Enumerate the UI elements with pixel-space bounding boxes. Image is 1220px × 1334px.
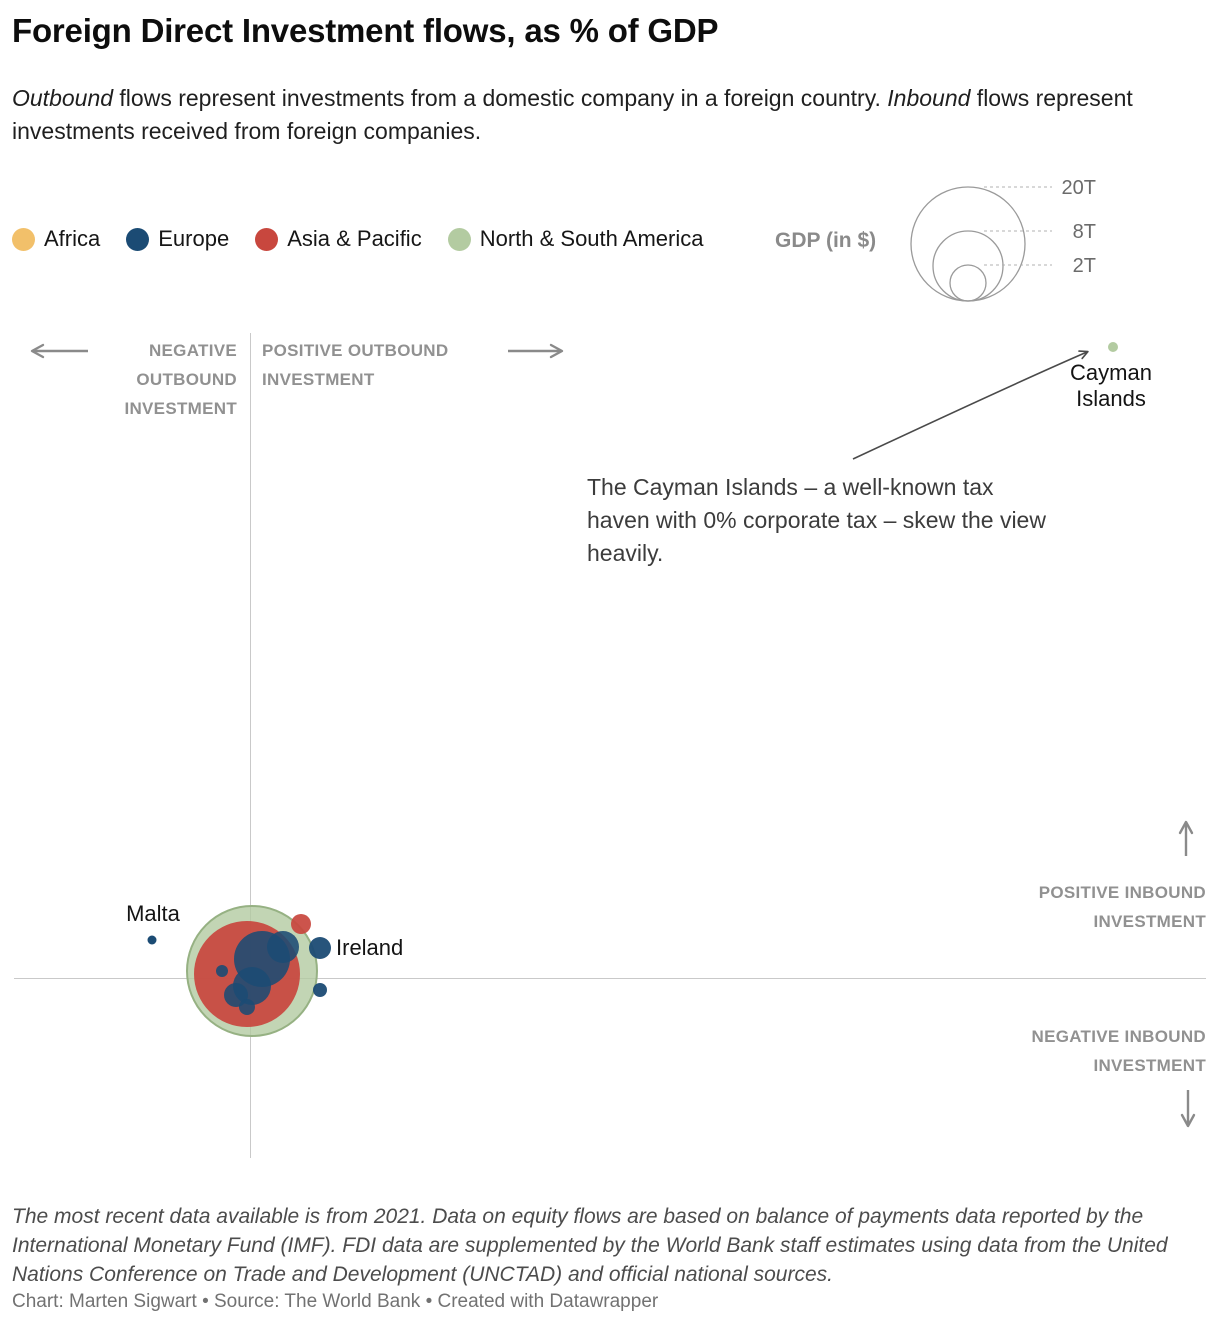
north-south-america-swatch-icon (447, 227, 471, 251)
size-legend-tick-20t: 20T (1062, 180, 1096, 199)
bubble[interactable] (239, 999, 255, 1015)
description-text-1: flows represent investments from a domes… (113, 85, 888, 111)
description-italic-inbound: Inbound (887, 85, 971, 111)
europe-swatch-icon (126, 227, 150, 251)
bubble-layer (147, 342, 1118, 1037)
legend-label-north-south-america: North & South America (479, 226, 704, 251)
size-legend-circle-2t (949, 264, 987, 302)
size-legend-tick-2t: 2T (1073, 255, 1096, 277)
annotation-arrow (852, 350, 1089, 460)
legend-label-africa: Africa (44, 226, 101, 251)
description-italic-outbound: Outbound (12, 85, 114, 111)
legend-item-asia-pacific: Asia & Pacific (255, 226, 422, 252)
legend-item-europe: Europe (126, 226, 229, 252)
quadrant-label-positive-inbound: POSITIVE INBOUND INVESTMENT (1038, 883, 1206, 931)
bubble-ireland[interactable] (309, 937, 331, 959)
footer-note: The most recent data available is from 2… (12, 1205, 1168, 1286)
annotation-text: The Cayman Islands – a well-known tax ha… (587, 474, 1046, 566)
bubble[interactable] (216, 965, 228, 977)
chart-description: Outbound flows represent investments fro… (12, 82, 1204, 148)
point-label-malta: Malta (126, 901, 180, 926)
quadrant-label-negative-inbound: NEGATIVE INBOUND INVESTMENT (1031, 1027, 1206, 1075)
point-label-cayman-islands: Cayman Islands (1070, 360, 1152, 411)
bubble[interactable] (267, 931, 299, 963)
legend-label-europe: Europe (158, 226, 230, 251)
quadrant-label-negative-outbound: NEGATIVE OUTBOUND INVESTMENT (124, 341, 237, 418)
description-text-2: flows represent investments received fro… (12, 85, 1133, 144)
size-legend-title: GDP (in $) (775, 229, 877, 252)
legend-item-north-south-america: North & South America (447, 226, 704, 252)
point-label-ireland: Ireland (336, 935, 404, 960)
legend-item-africa: Africa (12, 226, 100, 252)
legend-label-asia-pacific: Asia & Pacific (287, 226, 422, 251)
africa-swatch-icon (12, 227, 35, 251)
bubble-malta[interactable] (147, 935, 157, 945)
gdp-size-legend: 20T 8T 2T (910, 180, 1096, 302)
bubble-cayman-islands[interactable] (1108, 342, 1118, 352)
asia-pacific-swatch-icon (255, 227, 279, 251)
bubble[interactable] (313, 983, 327, 997)
page-title: Foreign Direct Investment flows, as % of… (12, 12, 719, 49)
bubble[interactable] (291, 914, 311, 934)
quadrant-label-positive-outbound: POSITIVE OUTBOUND INVESTMENT (262, 341, 449, 389)
color-legend: Africa Europe Asia & Pacific North & Sou… (12, 226, 703, 252)
size-legend-tick-8t: 8T (1073, 221, 1096, 243)
footer-byline: Chart: Marten Sigwart • Source: The Worl… (12, 1291, 659, 1312)
